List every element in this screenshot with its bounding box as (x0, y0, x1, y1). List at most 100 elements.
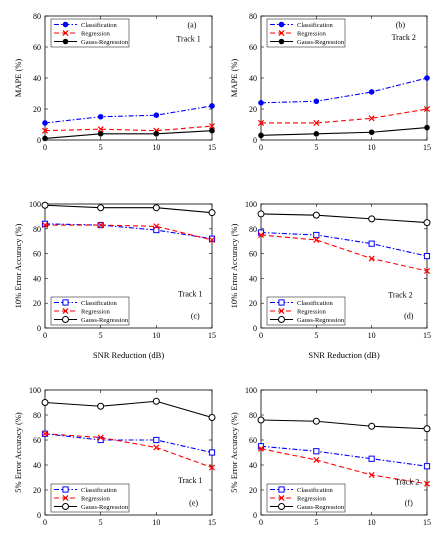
legend-entry: Regression (297, 30, 327, 37)
x-tick-label: 0 (259, 143, 263, 152)
data-point (97, 204, 105, 212)
data-point (208, 236, 216, 243)
track-label: Track 1 (178, 289, 202, 298)
data-point (97, 113, 104, 120)
data-point (423, 480, 431, 487)
x-tick-label: 10 (368, 518, 376, 527)
y-tick-label: 80 (33, 12, 41, 21)
data-point (208, 464, 216, 471)
data-point (208, 414, 216, 421)
series-line (44, 400, 213, 419)
series-line (260, 234, 428, 272)
y-tick-label: 80 (249, 12, 257, 21)
legend-marker (62, 494, 69, 502)
data-point (368, 115, 375, 122)
data-point (257, 210, 265, 218)
series-line (260, 448, 428, 485)
y-tick-label: 60 (33, 436, 41, 445)
legend-entry: Classification (297, 22, 333, 29)
data-point (97, 222, 104, 229)
y-tick-label: 100 (29, 386, 41, 395)
data-point (424, 75, 430, 81)
y-tick-label: 0 (37, 136, 41, 145)
y-tick-label: 40 (249, 274, 257, 283)
data-point (424, 124, 430, 131)
x-tick-label: 15 (208, 331, 216, 340)
series-line (261, 108, 428, 124)
data-point (368, 129, 375, 136)
legend-marker (62, 316, 69, 323)
data-point (258, 100, 264, 106)
x-tick-label: 15 (423, 331, 431, 340)
data-point (313, 456, 320, 464)
data-point (313, 448, 320, 455)
data-point (97, 126, 104, 133)
data-point (153, 223, 160, 230)
series-regression (257, 105, 431, 126)
data-point (152, 397, 160, 405)
data-point (97, 131, 104, 137)
x-tick-label: 5 (314, 518, 318, 527)
legend-marker (62, 299, 69, 306)
series-classification (41, 430, 216, 456)
data-point (312, 417, 320, 425)
data-point (257, 231, 265, 239)
y-tick-label: 0 (37, 511, 41, 520)
legend-marker (278, 38, 285, 45)
series-line (45, 224, 213, 241)
data-point (312, 211, 320, 219)
y-tick-label: 20 (249, 105, 257, 114)
x-tick-label: 0 (259, 331, 263, 340)
series-line (260, 127, 428, 136)
y-axis-label: MAPE (%) (229, 59, 239, 98)
data-point (368, 240, 375, 247)
x-tick-label: 15 (423, 143, 431, 152)
data-point (368, 422, 376, 430)
data-point (41, 201, 49, 209)
series-gauss-regression (41, 397, 216, 421)
data-point (423, 105, 431, 113)
y-tick-label: 80 (249, 411, 257, 420)
series-line (44, 130, 213, 139)
y-tick-label: 40 (33, 74, 41, 83)
x-axis-label: SNR Reduction (dB) (308, 350, 379, 360)
chart-panel-d: 0 5 10 15 0 20 40 60 80 100 10% Error Accuracy (%)… (229, 200, 431, 360)
x-tick-label: 0 (43, 518, 47, 527)
y-tick-label: 60 (249, 43, 257, 52)
data-point (423, 219, 431, 227)
legend-entry: Gauss-Regression (297, 317, 345, 324)
legend-marker (62, 29, 69, 37)
x-tick-label: 10 (152, 518, 160, 527)
y-axis-label: 10% Error Accuracy (%) (13, 223, 23, 308)
y-tick-label: 40 (33, 461, 41, 470)
data-point (423, 463, 431, 470)
data-point (257, 119, 265, 126)
series-classification (42, 103, 215, 126)
data-point (208, 235, 216, 242)
panel-label: (c) (191, 312, 200, 321)
legend-entry: Gauss-Regression (297, 39, 345, 46)
legend-entry: Classification (297, 487, 333, 494)
data-point (97, 434, 104, 441)
y-tick-label: 40 (33, 274, 41, 283)
data-point (41, 220, 49, 227)
track-label: Track 2 (392, 33, 416, 42)
y-tick-label: 100 (245, 200, 257, 209)
data-point (368, 215, 376, 223)
data-point (368, 89, 375, 95)
track-label: Track 1 (178, 476, 202, 485)
y-tick-label: 20 (249, 299, 257, 308)
series-regression (41, 430, 216, 471)
data-point (41, 222, 49, 229)
x-tick-label: 15 (208, 518, 216, 527)
series-line (44, 105, 213, 124)
series-regression (257, 445, 431, 487)
data-point (313, 119, 320, 126)
series-line (260, 231, 428, 257)
y-tick-label: 80 (33, 411, 41, 420)
series-regression (257, 231, 431, 274)
